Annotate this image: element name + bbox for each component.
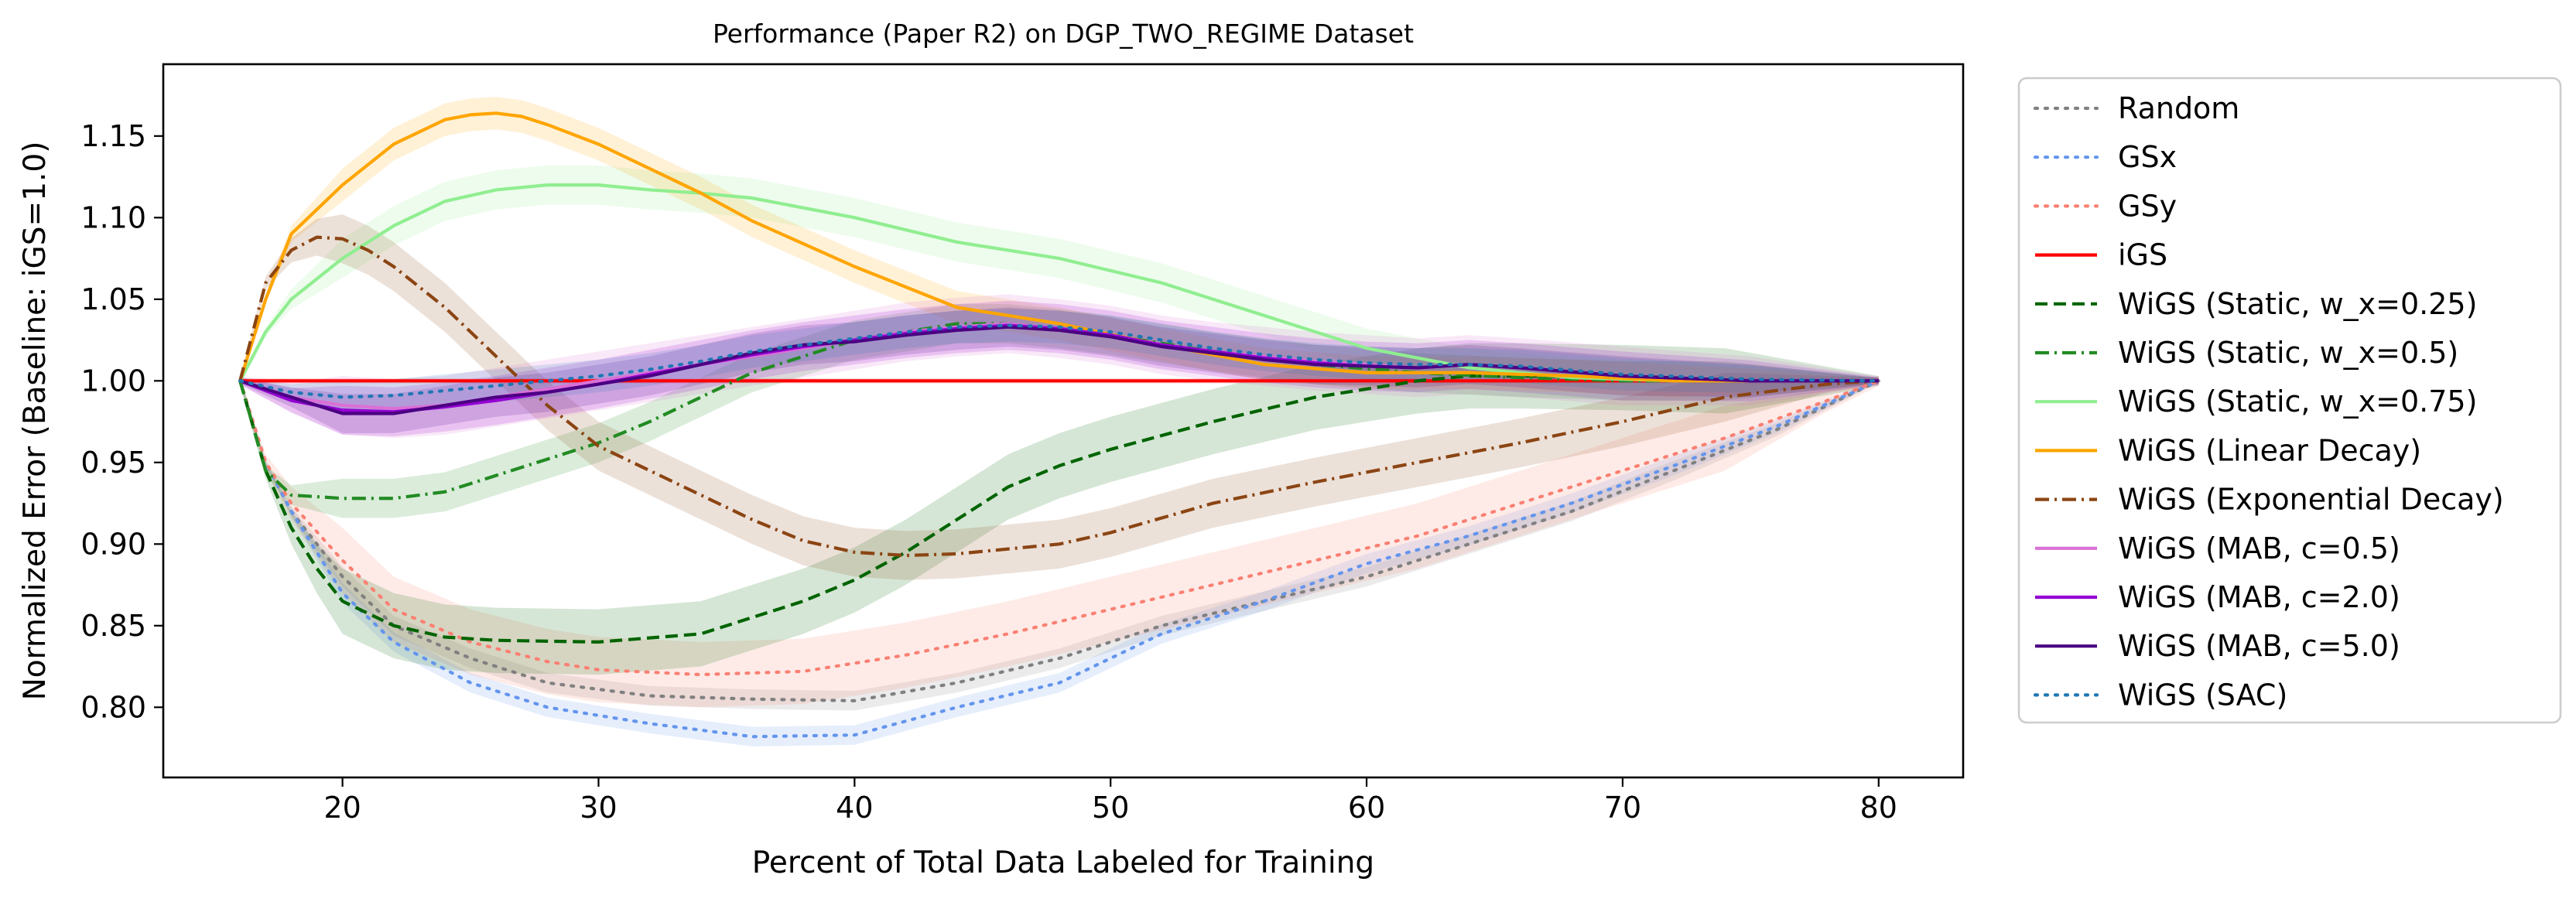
legend-label-wigs-sac: WiGS (SAC) — [2118, 678, 2287, 712]
x-tick-label: 40 — [836, 791, 873, 825]
legend-label-wigs-static-w-x-0-25: WiGS (Static, w_x=0.25) — [2118, 287, 2477, 321]
x-tick-label: 60 — [1348, 791, 1385, 825]
y-axis: 0.80 0.85 0.90 0.95 1.00 1.05 1.10 1.15 — [80, 119, 163, 724]
y-tick-label: 0.80 — [80, 690, 146, 724]
legend-label-wigs-exponential-decay: WiGS (Exponential Decay) — [2118, 483, 2504, 517]
x-tick-label: 50 — [1092, 791, 1129, 825]
chart-title: Performance (Paper R2) on DGP_TWO_REGIME… — [713, 19, 1414, 49]
x-axis-title: Percent of Total Data Labeled for Traini… — [752, 846, 1374, 880]
legend-label-gsy: GSy — [2118, 189, 2177, 223]
band-wigs-linear-decay — [240, 97, 1879, 398]
y-tick-label: 0.95 — [80, 446, 146, 480]
line-random — [238, 379, 1880, 702]
x-tick-label: 30 — [580, 791, 617, 825]
line-gsy — [238, 379, 1880, 677]
band-wigs-exponential-decay — [240, 214, 1879, 580]
legend-label-wigs-linear-decay: WiGS (Linear Decay) — [2118, 433, 2421, 467]
line-wigs-static-w-x-0-75 — [238, 183, 1879, 383]
y-tick-label: 0.85 — [80, 609, 146, 643]
confidence-bands — [240, 97, 1879, 747]
band-gsy — [240, 375, 1879, 708]
legend-label-wigs-mab-c-5-0: WiGS (MAB, c=5.0) — [2118, 629, 2400, 663]
legend-label-wigs-static-w-x-0-5: WiGS (Static, w_x=0.5) — [2118, 336, 2458, 370]
legend-frame — [2017, 77, 2562, 724]
x-axis: 20 30 40 50 60 70 80 — [323, 777, 1897, 825]
y-tick-label: 1.15 — [80, 119, 146, 153]
band-wigs-static-w-x-0-5 — [240, 304, 1879, 518]
line-wigs-exponential-decay — [238, 235, 1879, 558]
y-tick-label: 0.90 — [80, 527, 146, 561]
line-wigs-static-w-x-0-25 — [238, 374, 1879, 644]
line-gsx — [238, 379, 1880, 739]
series-lines — [238, 111, 1880, 739]
band-gsx — [240, 379, 1879, 747]
line-wigs-sac — [238, 323, 1880, 399]
line-wigs-mab-c-5-0 — [239, 325, 1879, 415]
y-tick-label: 1.00 — [80, 364, 146, 398]
y-tick-label: 1.05 — [80, 282, 146, 316]
band-wigs-static-w-x-0-25 — [240, 343, 1879, 675]
x-tick-label: 70 — [1604, 791, 1641, 825]
legend-label-wigs-mab-c-0-5: WiGS (MAB, c=0.5) — [2118, 531, 2400, 565]
y-tick-label: 1.10 — [80, 200, 146, 234]
line-wigs-linear-decay — [238, 111, 1879, 383]
band-wigs-static-w-x-0-75 — [240, 165, 1879, 401]
legend-label-igs: iGS — [2118, 238, 2167, 272]
legend-label-wigs-static-w-x-0-75: WiGS (Static, w_x=0.75) — [2118, 384, 2477, 419]
x-tick-label: 20 — [323, 791, 361, 825]
x-tick-label: 80 — [1860, 791, 1897, 825]
legend-label-wigs-mab-c-2-0: WiGS (MAB, c=2.0) — [2118, 580, 2400, 614]
legend-label-gsx: GSx — [2118, 140, 2177, 174]
legend-label-random: Random — [2118, 91, 2239, 125]
legend: Random GSx GSy iGS WiGS (Static, w_x=0.25) Wi… — [2017, 77, 2562, 724]
y-axis-title: Normalized Error (Baseline: iGS=1.0) — [18, 142, 53, 701]
plot-frame — [162, 63, 1965, 779]
